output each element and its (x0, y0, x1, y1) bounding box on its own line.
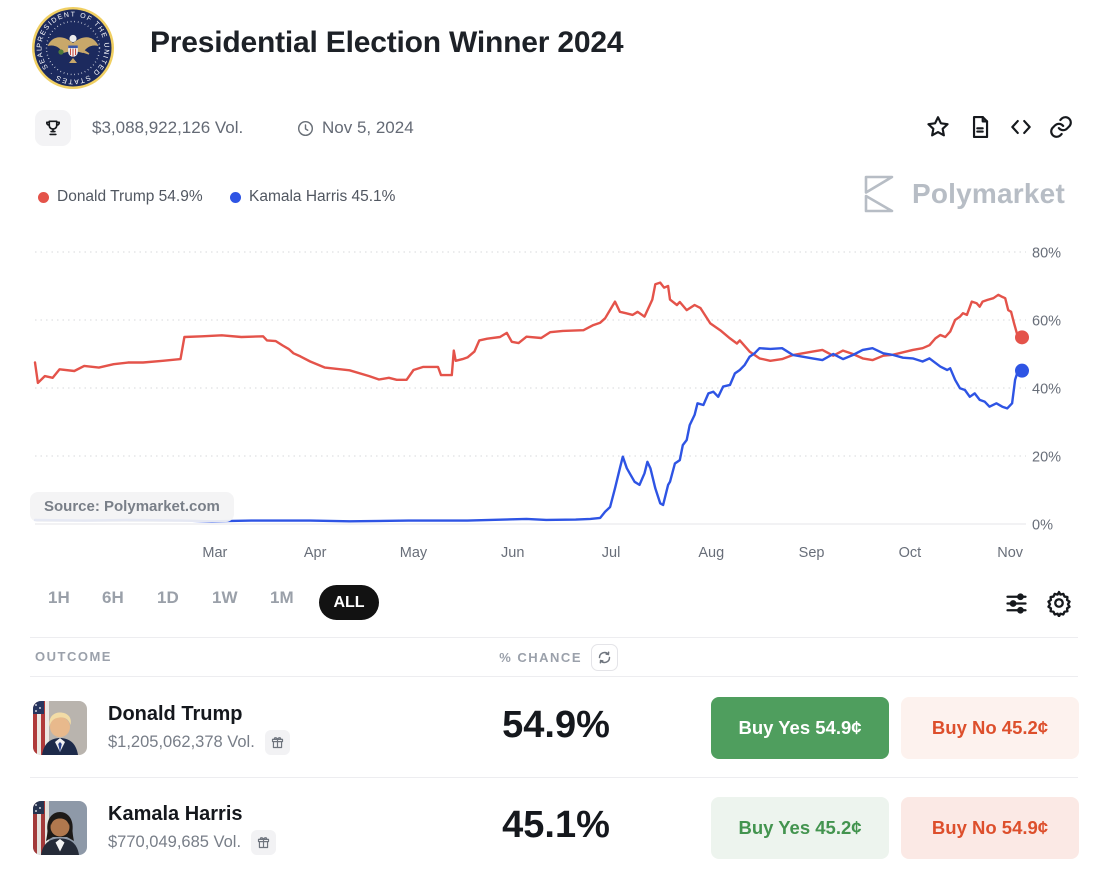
refresh-icon (598, 651, 611, 664)
chance-column-header: % CHANCE (499, 650, 582, 665)
range-button-1h[interactable]: 1H (48, 588, 70, 607)
x-axis-label: Nov (997, 545, 1024, 561)
outcome-volume-row: $770,049,685 Vol. (108, 830, 277, 855)
y-axis-label: 40% (1032, 382, 1061, 398)
divider (30, 676, 1078, 677)
rewards-chip[interactable] (251, 830, 277, 855)
buy-no-trump-button[interactable]: Buy No 45.2¢ (901, 697, 1079, 759)
chance-column-header-wrap: % CHANCE (499, 644, 618, 671)
flag-backdrop (33, 701, 49, 755)
price-history-chart[interactable]: 0% 20% 40% 60% 80% Mar Apr May Jun Jul Aug Sep Oct No… (0, 232, 1110, 562)
harris-legend-dot (230, 191, 241, 203)
buy-yes-trump-button[interactable]: Buy Yes 54.9¢ (711, 697, 889, 759)
end-date-label: Nov 5, 2024 (322, 118, 414, 137)
y-axis-label: 80% (1032, 246, 1061, 262)
gift-icon (271, 737, 283, 749)
series-line-donald-trump (33, 281, 1020, 385)
trump-legend-label: Donald Trump 54.9% (57, 188, 203, 205)
endpoint-dot-donald-trump (1015, 330, 1029, 345)
star-icon[interactable] (925, 114, 951, 140)
divider (30, 637, 1078, 638)
donald-trump-avatar (33, 701, 87, 755)
harris-chance-value: 45.1% (502, 804, 610, 846)
embed-code-icon[interactable] (1008, 114, 1034, 140)
clock-icon (297, 120, 314, 136)
x-axis-label: May (400, 545, 428, 561)
trophy-icon (45, 120, 61, 136)
eagle-emblem (47, 34, 99, 63)
trump-chance-value: 54.9% (502, 704, 610, 746)
range-button-1w[interactable]: 1W (212, 588, 238, 607)
sliders-icon[interactable] (1003, 590, 1030, 617)
series-line-kamala-harris (33, 347, 1020, 523)
range-button-1d[interactable]: 1D (157, 588, 179, 607)
polymarket-watermark: Polymarket (858, 172, 1065, 216)
polymarket-wordmark: Polymarket (912, 178, 1065, 209)
total-volume: $3,088,922,126 Vol. (92, 118, 244, 137)
x-axis-label: Jul (602, 545, 621, 561)
gear-icon[interactable] (1045, 589, 1073, 617)
harris-volume: $770,049,685 Vol. (108, 833, 242, 851)
refresh-button[interactable] (591, 644, 618, 671)
gift-icon (257, 837, 270, 849)
outcome-column-header: OUTCOME (35, 649, 112, 664)
end-date: Nov 5, 2024 (296, 118, 414, 138)
outcome-name-trump: Donald Trump (108, 703, 243, 725)
range-button-6h[interactable]: 6H (102, 588, 124, 607)
range-button-all-active[interactable]: ALL (319, 585, 379, 620)
x-axis-label: Apr (304, 545, 327, 561)
divider (30, 777, 1078, 778)
x-axis-label: Oct (899, 545, 922, 561)
source-attribution: Source: Polymarket.com (30, 492, 234, 522)
outcome-name-harris: Kamala Harris (108, 803, 243, 825)
range-button-1m[interactable]: 1M (270, 588, 294, 607)
legend-item-harris: Kamala Harris 45.1% (230, 188, 395, 206)
rewards-chip[interactable] (264, 730, 290, 755)
y-axis-label: 20% (1032, 450, 1061, 466)
y-axis-label: 60% (1032, 314, 1061, 330)
buy-no-harris-button[interactable]: Buy No 54.9¢ (901, 797, 1079, 859)
x-axis-label: Mar (202, 545, 227, 561)
legend-item-trump: Donald Trump 54.9% (38, 188, 203, 206)
trump-volume: $1,205,062,378 Vol. (108, 733, 255, 751)
y-axis-label: 0% (1032, 518, 1053, 534)
endpoint-dot-kamala-harris (1015, 363, 1029, 378)
trump-legend-dot (38, 191, 49, 203)
x-axis-label: Sep (799, 545, 825, 561)
x-axis-label: Jun (501, 545, 524, 561)
harris-legend-label: Kamala Harris 45.1% (249, 188, 396, 205)
document-icon[interactable] (967, 114, 993, 140)
flag-backdrop (33, 801, 49, 855)
outcome-volume-row: $1,205,062,378 Vol. (108, 730, 290, 755)
buy-yes-harris-button[interactable]: Buy Yes 45.2¢ (711, 797, 889, 859)
kamala-harris-avatar (33, 801, 87, 855)
presidential-seal-logo: PRESIDENT OF THE UNITED STATES · SEAL OF… (31, 6, 114, 89)
polymarket-logo-icon (864, 175, 894, 213)
competition-chip[interactable] (35, 110, 71, 146)
page-title: Presidential Election Winner 2024 (150, 26, 624, 59)
x-axis-label: Aug (698, 545, 724, 561)
link-icon[interactable] (1048, 114, 1074, 140)
